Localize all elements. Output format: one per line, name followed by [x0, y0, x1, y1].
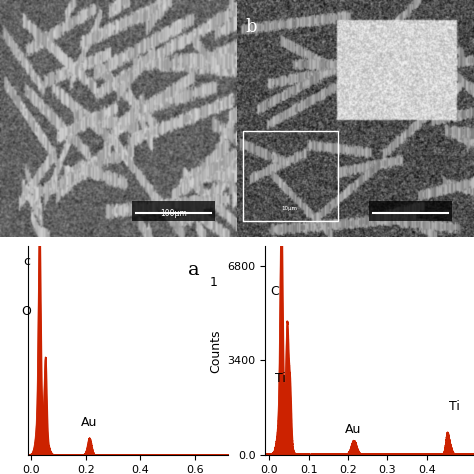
Text: Au: Au: [81, 416, 98, 428]
Bar: [243, 130, 337, 220]
Text: 100μm: 100μm: [160, 209, 187, 218]
Text: Au: Au: [345, 423, 361, 436]
Text: Ti: Ti: [449, 401, 460, 413]
Text: a: a: [188, 261, 200, 279]
Y-axis label: Counts: Counts: [209, 329, 222, 373]
Bar: [132, 201, 215, 221]
Text: 10μm: 10μm: [282, 206, 298, 211]
Text: c: c: [23, 255, 30, 268]
Text: Ti: Ti: [275, 372, 286, 384]
Bar: [369, 201, 452, 221]
Text: b: b: [246, 18, 257, 36]
Text: C: C: [271, 285, 279, 299]
Text: 1: 1: [210, 276, 218, 289]
Text: O: O: [21, 305, 31, 318]
